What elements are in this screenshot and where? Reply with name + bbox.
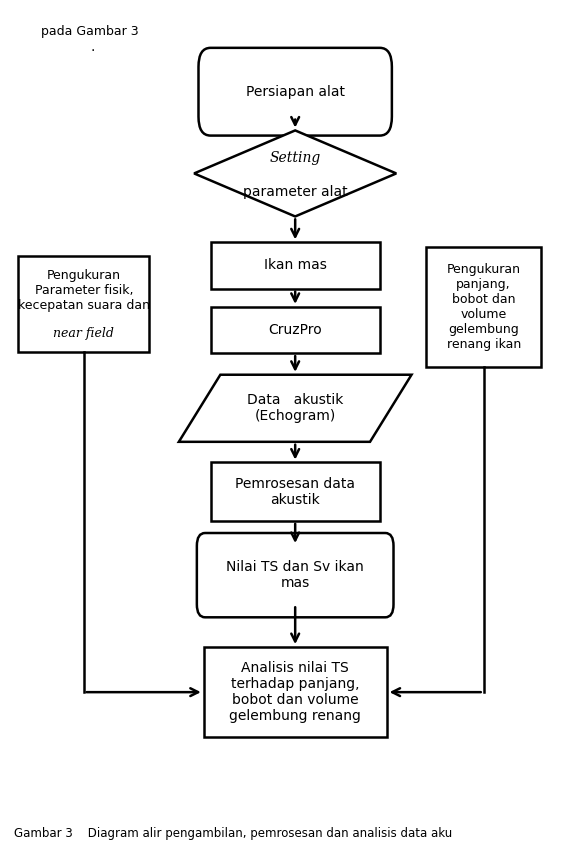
FancyBboxPatch shape [197, 533, 393, 617]
Text: Nilai TS dan Sv ikan
mas: Nilai TS dan Sv ikan mas [226, 560, 364, 590]
Bar [203, 647, 387, 737]
Text: Analisis nilai TS
terhadap panjang,
bobot dan volume
gelembung renang: Analisis nilai TS terhadap panjang, bobo… [229, 661, 361, 723]
Bar [211, 463, 380, 521]
Text: Gambar 3    Diagram alir pengambilan, pemrosesan dan analisis data aku: Gambar 3 Diagram alir pengambilan, pemro… [14, 827, 452, 840]
Text: Pengukuran
panjang,
bobot dan
volume
gelembung
renang ikan: Pengukuran panjang, bobot dan volume gel… [447, 262, 521, 350]
Text: Data   akustik
(Echogram): Data akustik (Echogram) [247, 394, 343, 424]
Text: Persiapan alat: Persiapan alat [246, 85, 345, 98]
Text: parameter alat: parameter alat [243, 186, 347, 199]
Text: .: . [90, 40, 95, 54]
Text: CruzPro: CruzPro [268, 323, 322, 337]
Polygon shape [179, 375, 411, 442]
Text: Ikan mas: Ikan mas [264, 259, 327, 273]
Bar [427, 247, 541, 367]
Bar [18, 256, 149, 352]
Text: near field: near field [53, 327, 114, 340]
Text: pada Gambar 3: pada Gambar 3 [41, 26, 139, 39]
Text: Pengukuran
Parameter fisik,
kecepatan suara dan: Pengukuran Parameter fisik, kecepatan su… [18, 269, 150, 312]
Bar [211, 243, 380, 289]
Text: Setting: Setting [270, 151, 321, 165]
Polygon shape [194, 130, 396, 217]
FancyBboxPatch shape [198, 47, 392, 135]
Text: Pemrosesan data
akustik: Pemrosesan data akustik [235, 476, 355, 507]
Bar [211, 306, 380, 353]
